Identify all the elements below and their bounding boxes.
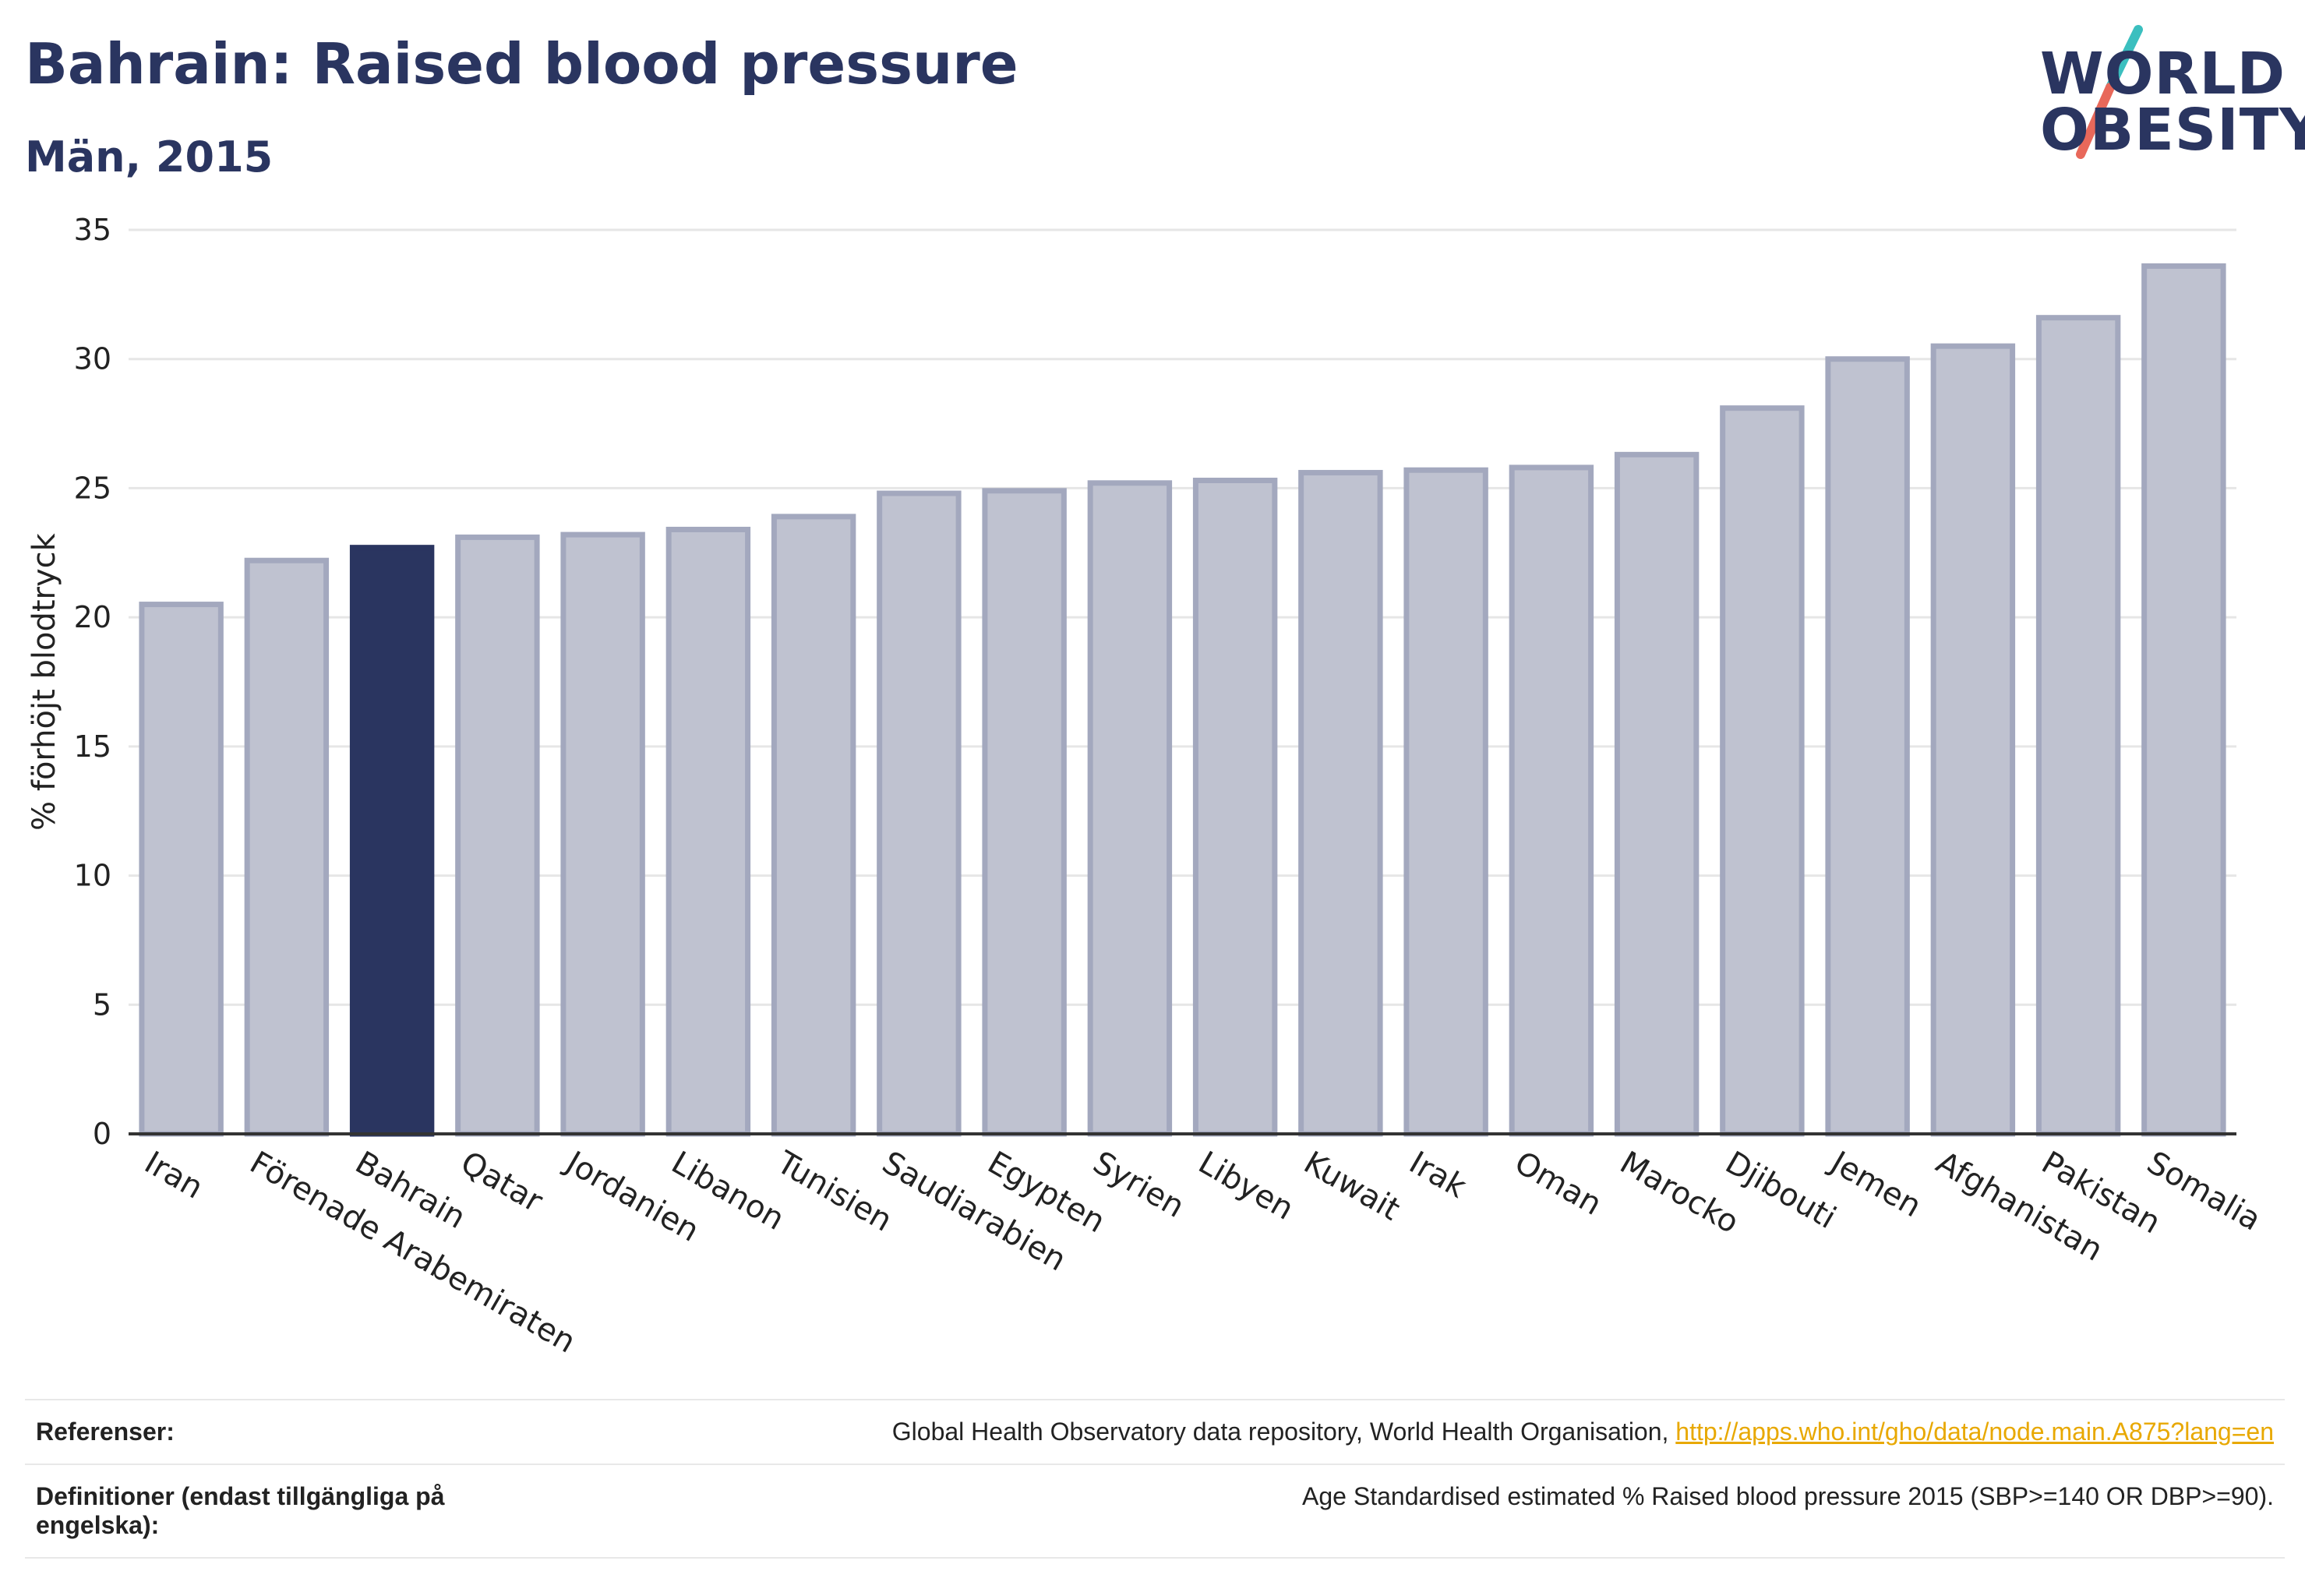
bar-somalia <box>2141 263 2226 1137</box>
bar-förenade-arabemiraten <box>244 557 330 1137</box>
bar-kuwait <box>1298 470 1383 1137</box>
grid-lines <box>129 228 2236 1135</box>
bar-oman <box>1509 464 1594 1137</box>
x-tick-label: Kuwait <box>1297 1145 1406 1228</box>
bar-saudiarabien <box>877 490 962 1137</box>
y-tick-label: 35 <box>74 213 111 247</box>
bar-pakistan <box>2035 315 2121 1137</box>
bar-djibouti <box>1720 405 1805 1137</box>
y-axis-label: % förhöjt blodtryck <box>26 532 62 831</box>
references-table: Referenser: Global Health Observatory da… <box>25 1399 2285 1559</box>
bar-syrien <box>1087 480 1173 1137</box>
y-tick-label: 10 <box>74 859 111 893</box>
bar-libanon <box>665 526 751 1137</box>
definitions-row: Definitioner (endast tillgängliga på eng… <box>25 1464 2285 1559</box>
bar-jemen <box>1825 356 1910 1137</box>
chart-title: Bahrain: Raised blood pressure <box>25 31 1018 97</box>
bar-bahrain <box>349 545 435 1137</box>
bar-irak <box>1403 467 1488 1137</box>
bar-chart: 0 5 10 15 20 25 30 35 Iran Förenade Arabemiraten… <box>26 213 2267 1361</box>
chart-subtitle: Män, 2015 <box>25 132 274 182</box>
bar-marocko <box>1614 451 1700 1137</box>
bar-libyen <box>1192 477 1278 1137</box>
x-tick-label: Jemen <box>1823 1143 1927 1224</box>
y-tick-label: 0 <box>93 1117 111 1151</box>
world-obesity-logo: WORLD OBESITY <box>2026 23 2305 164</box>
bar-afghanistan <box>1930 343 2016 1137</box>
bar-egypten <box>982 488 1067 1137</box>
y-tick-label: 5 <box>93 987 111 1022</box>
bar-jordanien <box>560 531 645 1137</box>
logo-word-world: WORLD <box>2040 41 2286 108</box>
references-link[interactable]: http://apps.who.int/gho/data/node.main.A… <box>1675 1418 2274 1446</box>
x-tick-label: Iran <box>139 1145 210 1206</box>
references-value: Global Health Observatory data repositor… <box>545 1399 2285 1464</box>
logo-word-obesity: OBESITY <box>2040 97 2305 164</box>
references-text: Global Health Observatory data repositor… <box>891 1418 1676 1446</box>
logo-slash-icon <box>2076 25 2143 159</box>
definitions-label: Definitioner (endast tillgängliga på eng… <box>25 1464 545 1559</box>
bar-qatar <box>455 534 540 1137</box>
x-tick-label: Irak <box>1403 1145 1473 1206</box>
y-axis: 0 5 10 15 20 25 30 35 <box>74 213 111 1151</box>
bar-tunisien <box>771 514 856 1137</box>
y-tick-label: 25 <box>74 471 111 505</box>
x-tick-label: Tunisien <box>770 1144 898 1238</box>
y-tick-label: 15 <box>74 729 111 764</box>
x-tick-label: Marocko <box>1614 1145 1745 1241</box>
references-label: Referenser: <box>25 1399 545 1464</box>
y-tick-label: 20 <box>74 600 111 634</box>
y-tick-label: 30 <box>74 342 111 376</box>
definitions-value: Age Standardised estimated % Raised bloo… <box>545 1464 2285 1559</box>
x-tick-label: Saudiarabien <box>876 1145 1071 1279</box>
bar-iran <box>139 602 224 1137</box>
references-row: Referenser: Global Health Observatory da… <box>25 1399 2285 1464</box>
x-tick-label: Somalia <box>2141 1145 2267 1238</box>
x-tick-label: Djibouti <box>1719 1145 1841 1236</box>
x-tick-label: Oman <box>1509 1145 1608 1223</box>
x-tick-label: Libyen <box>1192 1145 1300 1227</box>
